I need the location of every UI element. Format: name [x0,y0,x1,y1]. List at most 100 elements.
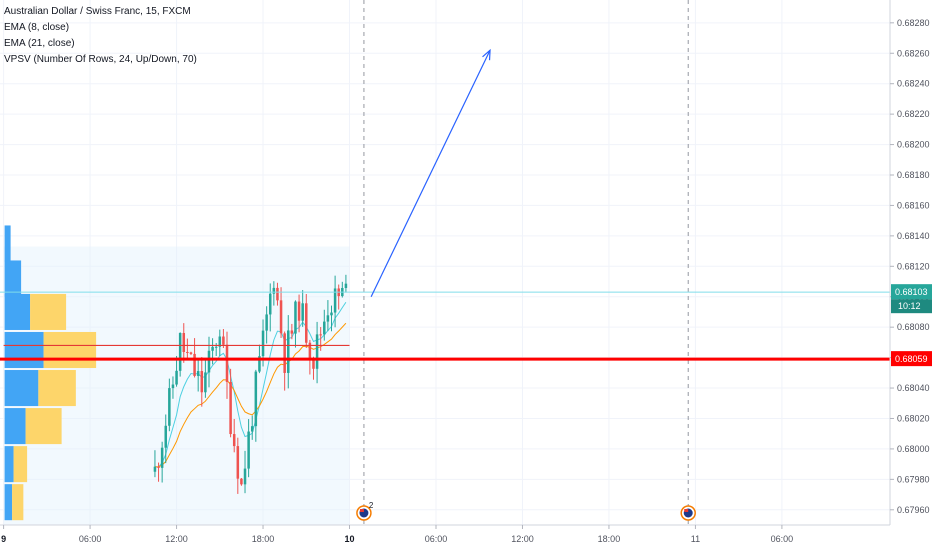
current-price-label: 0.68103 [895,287,928,297]
candle-body[interactable] [265,314,268,331]
candle-body[interactable] [171,384,175,389]
chart-title: Australian Dollar / Swiss Franc, 15, FXC… [4,6,191,17]
support-price-tag [891,351,932,367]
candle-body[interactable] [218,336,222,347]
candle-body[interactable] [247,431,250,469]
time-tick-label: 11 [691,534,700,544]
time-tick-label: 9 [1,534,6,544]
indicator-ema-slow: EMA (21, close) [4,38,75,49]
volume-profile-up-bar [4,446,14,483]
volume-profile-down-bar [13,446,28,483]
candle-body[interactable] [182,332,186,352]
candle-body[interactable] [186,351,189,353]
candle-body[interactable] [301,303,304,321]
candle-body[interactable] [243,468,247,485]
candle-body[interactable] [196,371,200,376]
time-tick-label: 06:00 [79,534,102,544]
candle-body[interactable] [319,334,322,336]
candle-body[interactable] [189,352,193,354]
time-tick-label: 06:00 [425,534,448,544]
indicator-ema-fast: EMA (8, close) [4,22,69,33]
candle-body[interactable] [283,333,286,373]
candle-body[interactable] [175,370,178,385]
price-tick-label: 0.68240 [897,79,930,89]
candle-body[interactable] [229,381,232,435]
price-tick-label: 0.68000 [897,444,930,454]
candle-body[interactable] [272,287,276,294]
candle-body[interactable] [207,350,211,373]
event-marker[interactable]: 2 [356,501,374,521]
trend-arrow-line[interactable] [370,49,491,297]
price-tick-label: 0.68160 [897,200,930,210]
price-tick-label: 0.68040 [897,383,930,393]
time-tick-label: 18:00 [252,534,275,544]
candle-body[interactable] [323,321,326,335]
price-tick-label: 0.68120 [897,261,930,271]
current-price-tag [891,284,932,300]
volume-profile-up-bar [4,260,22,297]
candle-body[interactable] [312,358,315,369]
candle-body[interactable] [232,434,236,447]
candle-body[interactable] [279,300,283,334]
volume-profile-up-bar [4,408,26,445]
candle-body[interactable] [225,344,229,382]
candle-body[interactable] [240,478,243,485]
candle-body[interactable] [308,342,312,359]
volume-profile-down-bar [38,370,76,407]
candle-body[interactable] [204,372,207,393]
indicator-vpsv: VPSV (Number Of Rows, 24, Up/Down, 70) [4,54,197,65]
time-tick-label: 18:00 [598,534,621,544]
event-marker[interactable] [680,505,696,521]
candle-body[interactable] [254,371,258,427]
event-marker-count: 2 [369,501,374,510]
candle-body[interactable] [222,336,225,345]
candle-body[interactable] [178,332,182,371]
candle-body[interactable] [160,447,164,468]
candle-body[interactable] [168,388,171,426]
candle-body[interactable] [214,346,218,348]
candle-body[interactable] [286,330,290,373]
countdown-label: 10:12 [898,301,921,311]
candle-body[interactable] [157,466,160,468]
time-tick-label: 10 [345,534,355,544]
candle-body[interactable] [236,446,240,479]
time-tick-label: 06:00 [771,534,794,544]
candle-body[interactable] [211,346,214,351]
candle-body[interactable] [250,426,254,432]
candle-body[interactable] [193,353,196,376]
volume-profile-down-bar [43,331,97,369]
trend-arrow-head [482,48,491,61]
candle-body[interactable] [164,425,168,448]
candle-body[interactable] [200,371,204,393]
ema-layer [154,301,347,468]
candle-body[interactable] [305,303,308,343]
time-tick-label: 12:00 [511,534,534,544]
price-tick-label: 0.68140 [897,231,930,241]
candle-body[interactable] [290,330,294,334]
candle-body[interactable] [326,315,330,322]
candle-body[interactable] [333,288,337,313]
volume-profile-up-bar [4,331,44,369]
candle-body[interactable] [294,301,297,334]
drawing-layer[interactable]: 2 [356,48,696,521]
candle-body[interactable] [344,283,348,288]
candle-body[interactable] [297,301,301,321]
price-axis-panel[interactable] [890,0,932,550]
price-tick-label: 0.68280 [897,18,930,28]
candle-body[interactable] [330,312,333,316]
candle-body[interactable] [315,334,319,369]
time-axis-panel[interactable] [0,525,890,550]
price-tick-label: 0.68200 [897,140,930,150]
candle-body[interactable] [276,287,279,301]
horizontal-lines [0,291,890,361]
volume-profile-up-bar [4,293,31,330]
volume-profile-down-bar [30,293,67,330]
candle-body[interactable] [153,466,157,472]
candle-body[interactable] [258,356,261,372]
price-tick-label: 0.67960 [897,505,930,515]
candle-body[interactable] [268,293,272,315]
candle-body[interactable] [261,330,265,357]
